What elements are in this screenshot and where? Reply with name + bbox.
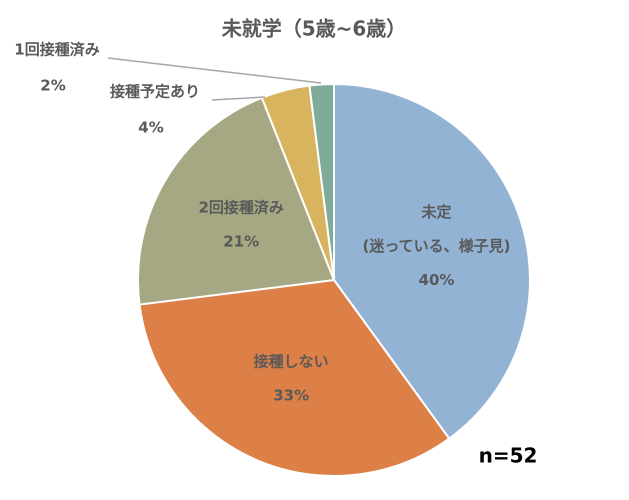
slice-label: 1回接種済み xyxy=(14,41,99,59)
value-label: 2% xyxy=(40,77,65,95)
leader-line xyxy=(211,96,266,101)
pie-slice xyxy=(137,96,336,306)
pie-slice xyxy=(138,278,451,477)
value-label: 21% xyxy=(223,233,259,251)
value-label: 33% xyxy=(273,386,309,404)
slice-label: (迷っている、様子見) xyxy=(363,237,511,255)
pie-slice xyxy=(333,82,531,440)
value-label: 40% xyxy=(419,271,455,289)
slice-label: 未定 xyxy=(421,203,452,221)
pie-slice xyxy=(308,82,335,281)
leader-line xyxy=(107,57,322,84)
slice-label: 接種しない xyxy=(254,352,329,370)
annotation: n=52 xyxy=(479,444,538,468)
chart-title: 未就学（5歳~6歳） xyxy=(222,17,407,41)
slice-label: 接種予定あり xyxy=(110,83,200,101)
value-label: 4% xyxy=(138,119,163,137)
slice-label: 2回接種済み xyxy=(198,199,283,217)
